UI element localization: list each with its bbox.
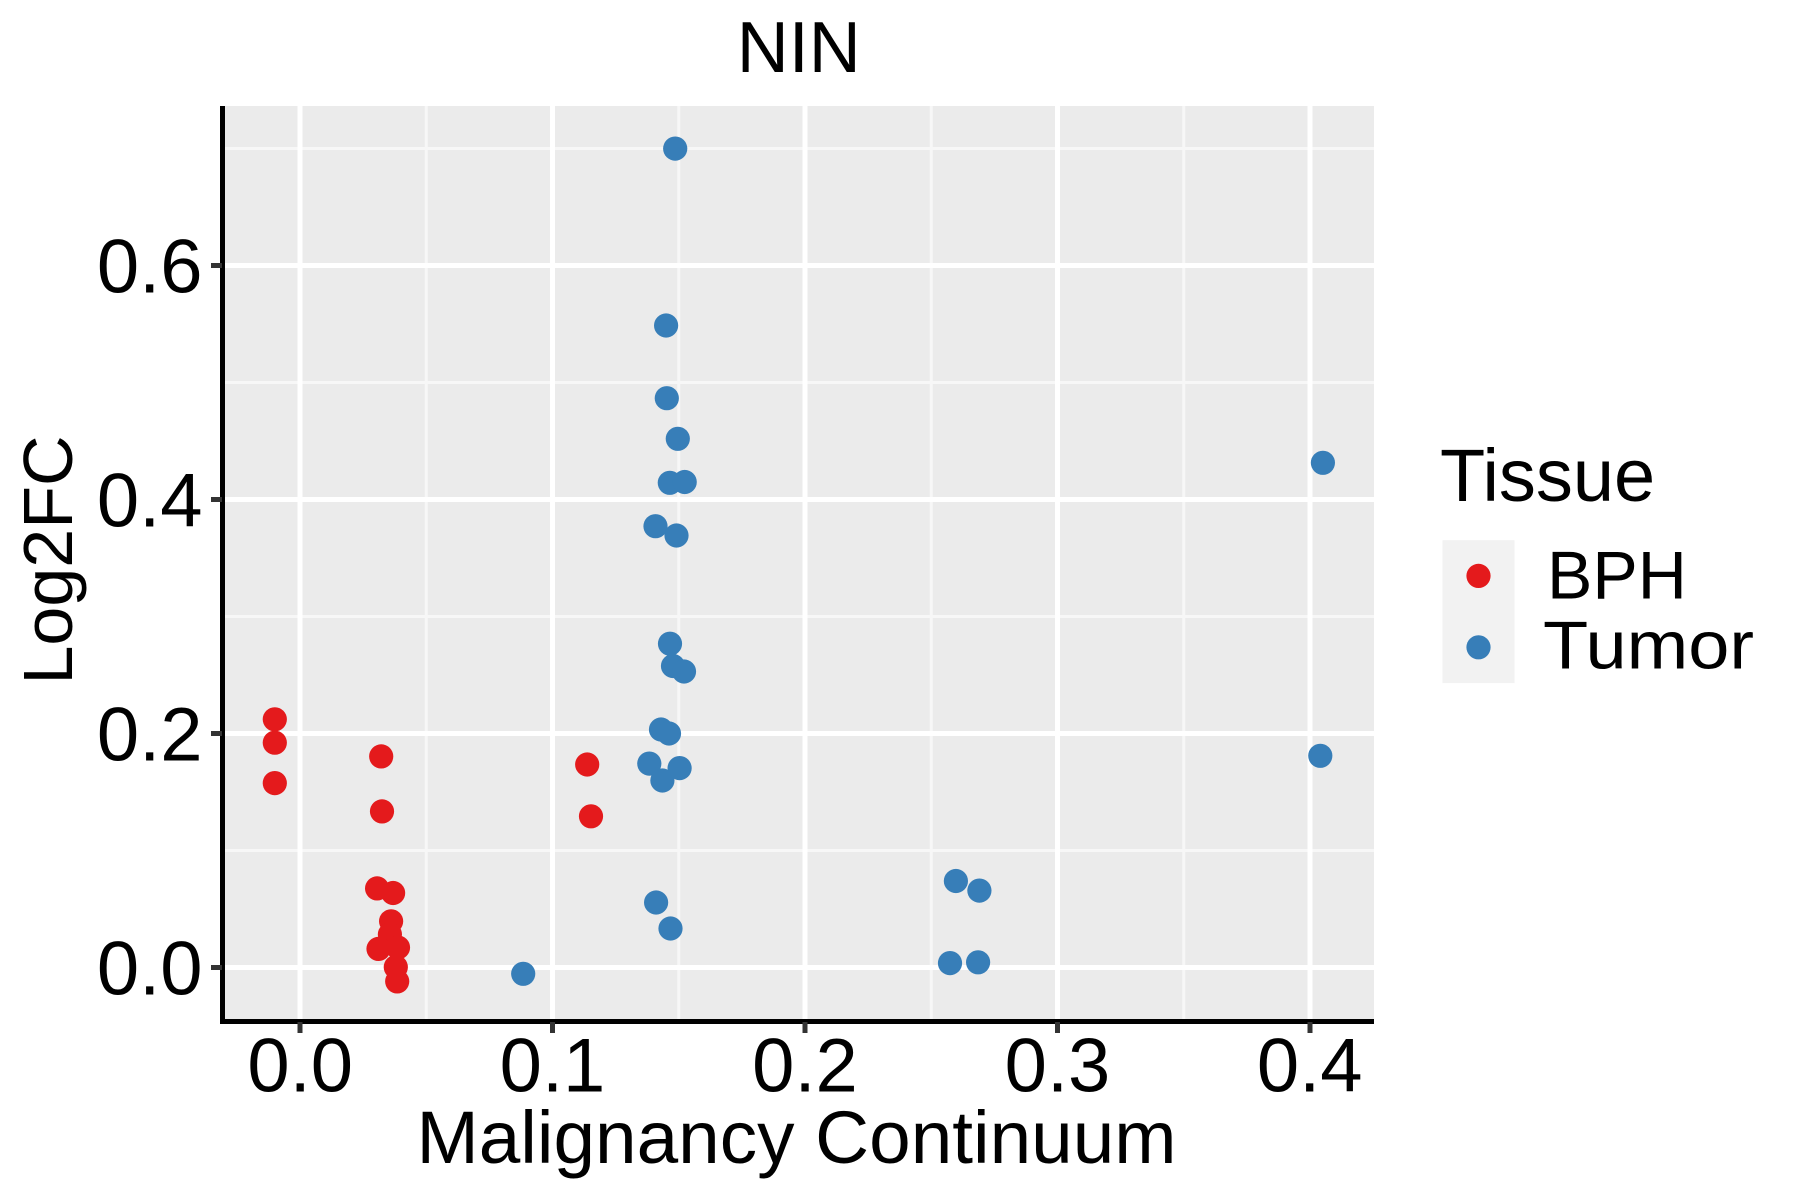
svg-text:0.3: 0.3: [1005, 1024, 1111, 1109]
svg-text:0.1: 0.1: [500, 1024, 606, 1109]
svg-text:Tumor: Tumor: [1543, 608, 1754, 684]
svg-text:BPH: BPH: [1547, 538, 1687, 614]
svg-text:Tissue: Tissue: [1440, 434, 1655, 517]
svg-text:Malignancy Continuum: Malignancy Continuum: [417, 1096, 1177, 1179]
svg-text:0.2: 0.2: [97, 693, 203, 778]
svg-text:0.0: 0.0: [247, 1024, 353, 1109]
svg-text:Log2FC: Log2FC: [9, 435, 87, 684]
svg-text:0.0: 0.0: [97, 927, 203, 1012]
svg-text:0.6: 0.6: [97, 225, 203, 310]
svg-text:NIN: NIN: [737, 8, 861, 88]
svg-text:0.4: 0.4: [97, 459, 203, 544]
svg-text:0.2: 0.2: [752, 1024, 858, 1109]
svg-text:0.4: 0.4: [1257, 1024, 1363, 1109]
